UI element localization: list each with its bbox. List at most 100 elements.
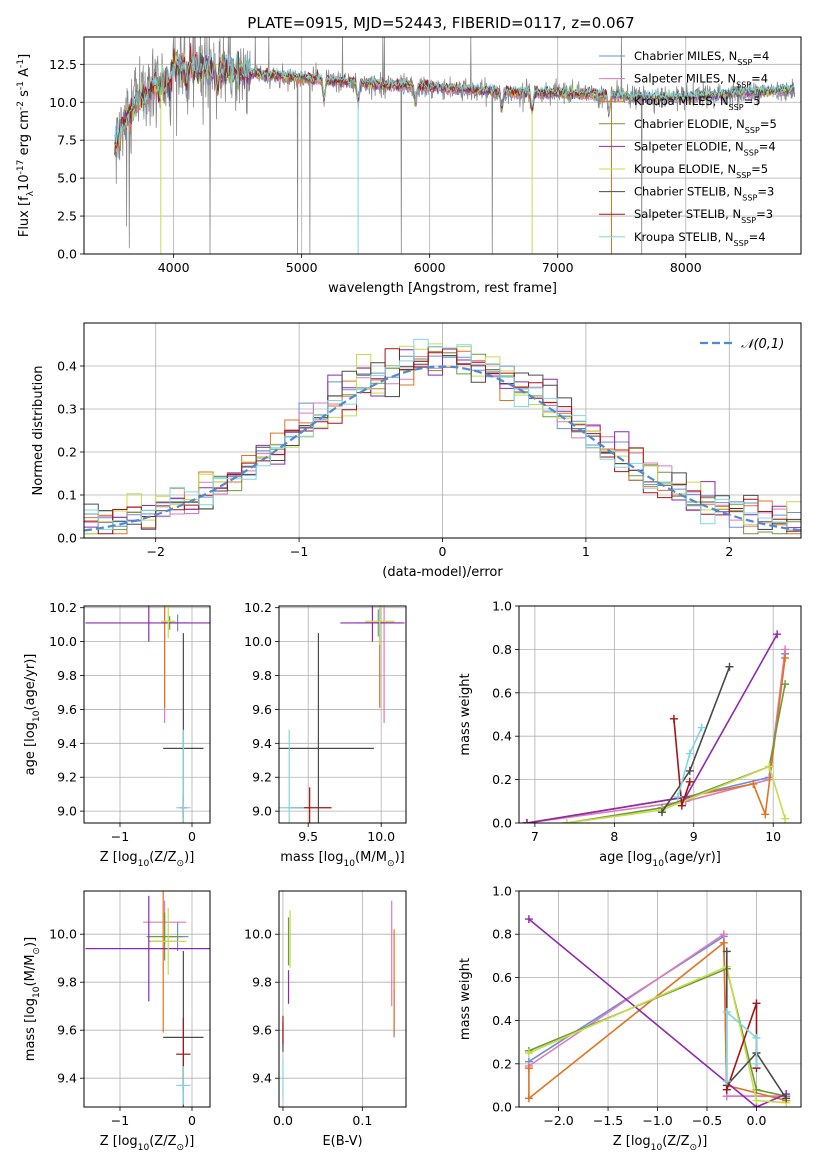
- tick-label-y: 0.2: [492, 1056, 512, 1071]
- tick-label-y: 10.0: [49, 95, 77, 110]
- weight-vs-Z-plot-area: [524, 915, 791, 1107]
- errorbar-point: [161, 606, 176, 639]
- tick-label-y: 0.8: [492, 927, 512, 942]
- age-vs-mass-frame: [278, 605, 407, 824]
- legend-label: Chabrier ELODIE, NSSP=5: [634, 117, 777, 135]
- mass-weight-marker: [669, 714, 678, 723]
- tick-label-y: 10.0: [49, 634, 77, 649]
- weight-vs-age-xlabel: age [log10(age/yr)]: [599, 850, 721, 869]
- mass-weight-marker: [685, 749, 694, 758]
- tick-label-y: 10.0: [49, 927, 77, 942]
- tick-label-y: 0.2: [57, 445, 77, 460]
- spectrum-xlabel: wavelength [Angstrom, rest frame]: [328, 281, 557, 296]
- tick-label-y: 0.8: [492, 642, 512, 657]
- mass-weight-marker: [697, 723, 706, 732]
- mass-weight-line: [566, 765, 786, 823]
- mass-weight-marker: [719, 930, 728, 939]
- mass-weight-marker: [781, 654, 790, 663]
- tick-label-x: 10.0: [367, 829, 395, 844]
- mass-weight-line: [526, 657, 786, 823]
- tick-label-y: 9.8: [252, 668, 272, 683]
- mass-weight-marker: [722, 1085, 731, 1094]
- legend-label: Kroupa ELODIE, NSSP=5: [634, 162, 768, 180]
- tick-label-y: 9.6: [252, 1023, 272, 1038]
- tick-label-y: 0.4: [492, 729, 512, 744]
- mass-weight-marker: [781, 680, 790, 689]
- mass-weight-marker: [752, 1096, 761, 1105]
- tick-label-x: −2: [146, 544, 164, 559]
- legend-label: Salpeter ELODIE, NSSP=4: [634, 139, 776, 157]
- tick-label-y: 10.2: [244, 600, 272, 615]
- residuals-xlabel: (data-model)/error: [382, 565, 503, 580]
- age-vs-Z-ticks: −1 0 9.0 9.2 9.4 9.6 9.8 10.0 10.2: [49, 600, 196, 844]
- tick-label-y: 9.4: [252, 736, 272, 751]
- age-vs-mass-axes: 9.5 10.0 9.0 9.2 9.4 9.6 9.8 10.0 10.2 mass [log1…: [244, 600, 407, 869]
- residuals-frame: [83, 322, 802, 539]
- mass-weight-marker: [522, 819, 531, 823]
- mass-weight-line: [726, 1010, 758, 1082]
- tick-label-y: 0.6: [492, 685, 512, 700]
- tick-label-x: 10: [765, 829, 781, 844]
- mass-weight-marker: [719, 938, 728, 947]
- legend-label: Chabrier MILES, NSSP=4: [634, 49, 769, 67]
- spectrum-ylabel: Flux [fλ10-17 erg cm-2 s-1 A-1]: [16, 54, 36, 237]
- tick-label-y: 9.8: [252, 975, 272, 990]
- weight-vs-age-ylabel: mass weight: [458, 673, 473, 755]
- tick-label-y: 10.2: [49, 600, 77, 615]
- weight-vs-Z-xlabel: Z [log10(Z/Z⊙)]: [613, 1134, 708, 1153]
- tick-label-y: 1.0: [492, 599, 512, 614]
- tick-label-x: 6000: [414, 260, 446, 275]
- tick-label-y: 0.1: [57, 488, 77, 503]
- mass-weight-marker: [673, 792, 682, 801]
- tick-label-x: −1.0: [642, 1113, 672, 1128]
- mass-vs-Z-axes: −1 0 9.4 9.6 9.8 10.0 Z [log10(Z/Z⊙)] mass [log…: [23, 890, 211, 1153]
- tick-label-y: 2.5: [57, 209, 77, 224]
- mass-vs-ebv-frame: [278, 890, 407, 1108]
- weight-vs-Z-ticks: −2.0 −1.5 −1.0 −0.5 0.0 0.0 0.2 0.4 0.6 0.8 1.0: [492, 884, 766, 1129]
- tick-label-y: 10.0: [244, 634, 272, 649]
- residuals-ticks: −2 −1 0 1 2 0.0 0.1 0.2 0.3 0.4: [57, 359, 733, 560]
- tick-label-y: 0.2: [492, 772, 512, 787]
- residuals-ylabel: Normed distribution: [31, 366, 46, 496]
- mass-vs-ebv-plot-area: [282, 900, 395, 1098]
- tick-label-y: 0.0: [57, 247, 77, 262]
- tick-label-y: 9.4: [252, 1071, 272, 1086]
- mass-vs-ebv-xlabel: E(B-V): [322, 1134, 362, 1149]
- weight-vs-age-plot-area: [522, 630, 790, 823]
- mass-weight-marker: [781, 645, 790, 654]
- mass-weight-line: [566, 683, 786, 823]
- tick-label-x: 8: [610, 829, 618, 844]
- residual-histogram: [84, 349, 801, 529]
- normal-reference-curve: [84, 365, 801, 532]
- mass-vs-Z-frame: [83, 890, 211, 1108]
- mass-weight-marker: [722, 947, 731, 956]
- errorbar-point: [85, 895, 210, 1002]
- tick-label-x: −1.5: [593, 1113, 623, 1128]
- tick-label-y: 9.4: [57, 1071, 77, 1086]
- age-vs-mass-grid: [279, 606, 406, 823]
- tick-label-y: 0.4: [492, 1013, 512, 1028]
- mass-weight-marker: [752, 1033, 761, 1042]
- tick-label-y: 10.0: [244, 927, 272, 942]
- errorbar-point: [365, 606, 395, 645]
- spectrum-axes: 4000 5000 6000 7000 8000 0.0 2.5 5.0 7.5 10.0 12.5…: [16, 36, 802, 296]
- mass-weight-marker: [524, 1049, 533, 1057]
- age-vs-Z-frame: [83, 605, 211, 824]
- spectrum-ticks: 4000 5000 6000 7000 8000 0.0 2.5 5.0 7.5 10.0 12.5: [49, 57, 702, 275]
- mass-weight-marker: [685, 777, 694, 786]
- mass-vs-Z-grid: [84, 891, 210, 1107]
- mass-weight-marker: [722, 1007, 731, 1016]
- age-vs-Z-ylabel: age [log10(age/yr)]: [23, 654, 42, 776]
- tick-label-x: 8000: [670, 260, 702, 275]
- legend-label: 𝒩(0,1): [741, 337, 784, 352]
- tick-label-y: 12.5: [49, 57, 77, 72]
- age-vs-mass-ticks: 9.5 10.0 9.0 9.2 9.4 9.6 9.8 10.0 10.2: [244, 600, 395, 844]
- tick-label-y: 0.0: [57, 531, 77, 546]
- residuals-plot-area: [84, 338, 801, 535]
- spectrum-legend: Chabrier MILES, NSSP=4 Salpeter MILES, NS…: [599, 49, 777, 247]
- tick-label-x: 0: [188, 829, 196, 844]
- errorbar-point: [146, 912, 183, 961]
- mass-weight-marker: [782, 1094, 791, 1103]
- tick-label-x: 0.0: [273, 1113, 293, 1128]
- weight-vs-age-axes: 7 8 9 10 0.0 0.2 0.4 0.6 0.8 1.0 age [log10(age/yr…: [458, 599, 802, 869]
